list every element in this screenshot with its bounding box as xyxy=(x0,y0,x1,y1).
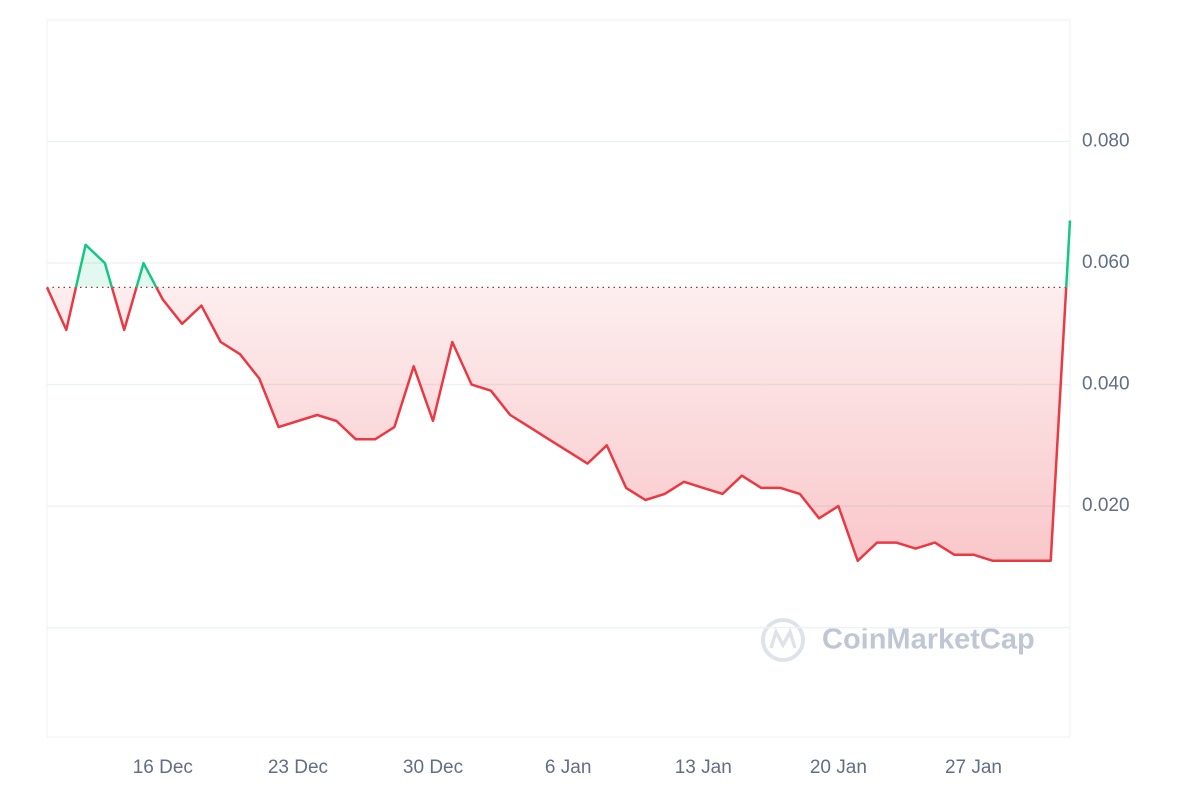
x-tick-label: 13 Jan xyxy=(675,757,732,778)
y-tick-label: 0.060 xyxy=(1082,252,1130,273)
x-tick-label: 20 Jan xyxy=(810,757,867,778)
y-tick-label: 0.080 xyxy=(1082,131,1130,152)
x-tick-label: 23 Dec xyxy=(268,757,328,778)
x-tick-label: 6 Jan xyxy=(545,757,591,778)
x-tick-label: 27 Jan xyxy=(945,757,1002,778)
x-tick-label: 30 Dec xyxy=(403,757,463,778)
price-line-down xyxy=(45,287,1068,563)
watermark: CoinMarketCap xyxy=(822,624,1035,656)
x-tick-label: 16 Dec xyxy=(133,757,193,778)
area-down xyxy=(47,287,1070,561)
y-tick-label: 0.020 xyxy=(1082,495,1130,516)
y-tick-label: 0.040 xyxy=(1082,374,1130,395)
watermark-logo xyxy=(761,618,805,662)
plot-frame xyxy=(46,19,1071,738)
